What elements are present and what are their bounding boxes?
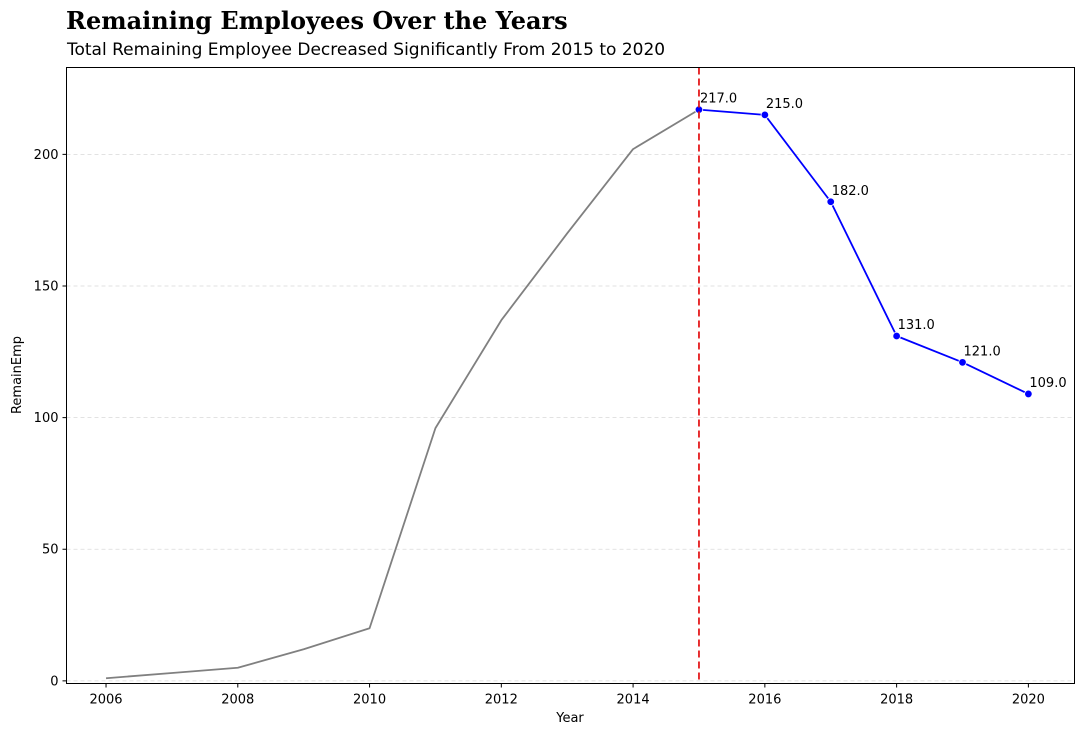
x-tick-label: 2016: [748, 693, 781, 708]
chart-subtitle: Total Remaining Employee Decreased Signi…: [66, 40, 665, 60]
x-tick-label: 2006: [89, 693, 122, 708]
series-line-1: [105, 108, 700, 680]
x-axis-ticks: 2006 2008 2010 2012 2014 2016 2018 2020: [89, 683, 1045, 708]
data-label: 215.0: [766, 97, 803, 112]
y-tick-label: 150: [34, 279, 59, 294]
data-point: [826, 197, 835, 206]
data-label: 182.0: [832, 184, 869, 199]
y-axis-ticks: 0 50 100 150 200: [34, 148, 67, 689]
x-tick-label: 2020: [1012, 693, 1045, 708]
data-label: 131.0: [898, 318, 935, 333]
data-point: [892, 331, 901, 341]
chart-title: Remaining Employees Over the Years: [66, 6, 568, 35]
x-tick-label: 2010: [353, 693, 386, 708]
data-label: 217.0: [700, 92, 737, 107]
data-point: [1024, 389, 1033, 399]
series-layer: 217.0 215.0 182.0 131.0 121.0 109.0: [105, 92, 1067, 680]
series-line-2: [698, 108, 1029, 395]
data-point: [958, 358, 967, 367]
y-tick-label: 50: [42, 543, 59, 558]
y-tick-label: 0: [50, 674, 58, 689]
data-label: 109.0: [1029, 376, 1066, 391]
gridlines: [66, 153, 1075, 682]
y-tick-label: 100: [34, 411, 59, 426]
x-axis-label: Year: [555, 711, 584, 726]
plot-frame: [66, 67, 1075, 684]
data-label: 121.0: [964, 344, 1001, 359]
y-axis-label: RemainEmp: [10, 336, 25, 414]
x-tick-label: 2014: [617, 693, 650, 708]
x-tick-label: 2012: [485, 693, 518, 708]
data-point: [760, 110, 770, 120]
x-tick-label: 2018: [880, 693, 913, 708]
x-tick-label: 2008: [221, 693, 254, 708]
y-tick-label: 200: [34, 148, 59, 163]
